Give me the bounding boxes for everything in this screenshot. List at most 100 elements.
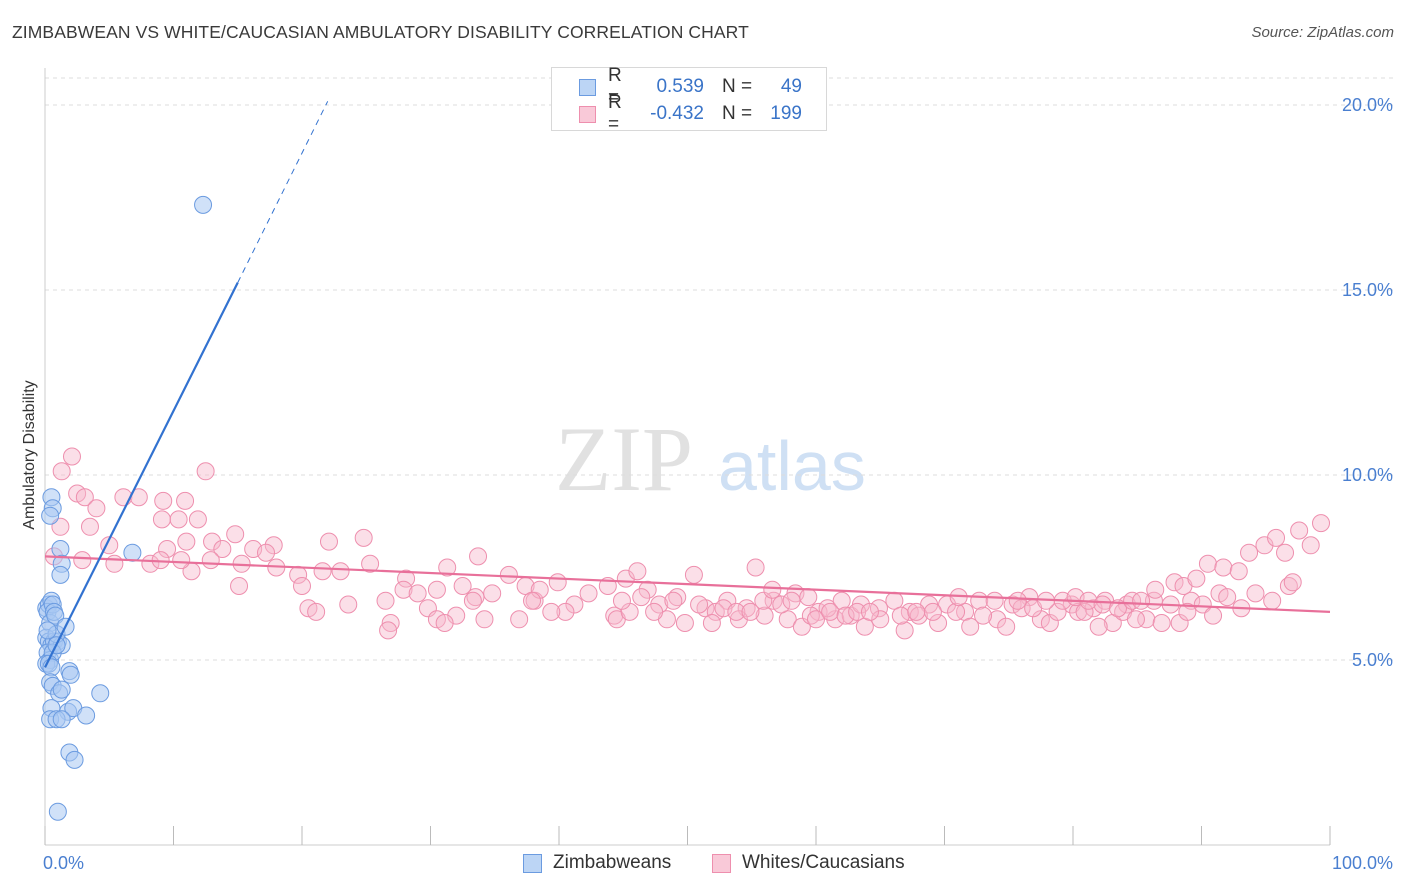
zimbabweans-point xyxy=(41,506,60,525)
whites-caucasians-point xyxy=(612,591,631,610)
whites-caucasians-point xyxy=(836,606,855,625)
whites-caucasians-point xyxy=(1267,528,1286,547)
whites-caucasians-point xyxy=(782,591,801,610)
legend-row-zimbabweans: R = 0.539 N = 49 xyxy=(552,65,802,108)
whites-caucasians-point xyxy=(1137,610,1156,629)
whites-caucasians-point xyxy=(1229,562,1248,581)
whites-legend-swatch xyxy=(712,853,731,873)
whites-caucasians-point xyxy=(985,591,1004,610)
legend-item-whites: Whites/Caucasians xyxy=(712,852,905,874)
x-tick-label-min: 0.0% xyxy=(43,853,84,873)
whites-caucasians-point xyxy=(188,510,207,529)
zimbabweans-trend-extension xyxy=(237,101,329,283)
whites-trend-line xyxy=(44,555,1331,613)
whites-caucasians-point xyxy=(264,536,283,555)
whites-caucasians-point xyxy=(257,543,276,562)
whites-caucasians-point xyxy=(1301,536,1320,555)
whites-caucasians-point xyxy=(1246,584,1265,603)
whites-caucasians-point xyxy=(201,551,220,570)
whites-caucasians-point xyxy=(772,595,791,614)
whites-legend-label: Whites/Caucasians xyxy=(742,852,905,873)
whites-caucasians-point xyxy=(1075,602,1094,621)
whites-caucasians-point xyxy=(1126,610,1145,629)
trend-lines xyxy=(44,101,1331,668)
r-label: R = xyxy=(608,65,622,108)
y-tick-label: 10.0% xyxy=(1342,465,1393,485)
zimbabweans-points xyxy=(37,195,213,821)
whites-caucasians-point xyxy=(763,580,782,599)
zimbabweans-point xyxy=(77,706,96,725)
x-tick-labels: 0.0% 100.0% xyxy=(43,853,1393,873)
legend-row-whites: R = -0.432 N = 199 xyxy=(552,92,802,135)
watermark: ZIP atlas xyxy=(555,408,866,510)
whites-caucasians-point xyxy=(1152,614,1171,632)
whites-caucasians-point xyxy=(970,591,989,610)
whites-caucasians-point xyxy=(1263,591,1282,610)
whites-caucasians-point xyxy=(80,517,99,536)
whites-caucasians-point xyxy=(1165,573,1184,592)
whites-caucasians-point xyxy=(453,577,472,595)
zimbabweans-point xyxy=(51,565,70,584)
whites-caucasians-point xyxy=(510,610,529,629)
zimbabweans-point xyxy=(48,802,67,821)
whites-caucasians-point xyxy=(307,602,326,621)
watermark-atlas: atlas xyxy=(718,427,866,505)
r-value: 0.539 xyxy=(656,76,704,97)
whites-caucasians-point xyxy=(638,580,657,599)
zimbabweans-trend-line xyxy=(44,282,239,668)
y-tick-label: 15.0% xyxy=(1342,280,1393,300)
whites-caucasians-point xyxy=(438,558,457,577)
whites-caucasians-point xyxy=(900,602,919,621)
whites-caucasians-point xyxy=(176,491,195,510)
whites-swatch xyxy=(579,105,596,123)
whites-caucasians-point xyxy=(1093,595,1112,614)
whites-caucasians-point xyxy=(226,525,245,544)
whites-caucasians-point xyxy=(73,551,92,570)
whites-caucasians-point xyxy=(727,602,746,621)
zimbabweans-legend-label: Zimbabweans xyxy=(553,852,672,873)
whites-caucasians-point xyxy=(1240,543,1259,562)
whites-caucasians-point xyxy=(463,591,482,610)
whites-caucasians-point xyxy=(394,580,413,599)
whites-caucasians-point xyxy=(746,558,765,577)
whites-caucasians-point xyxy=(860,602,879,621)
zimbabweans-point xyxy=(194,195,213,214)
chart-title: ZIMBABWEAN VS WHITE/CAUCASIAN AMBULATORY… xyxy=(12,22,749,42)
whites-caucasians-point xyxy=(230,577,249,595)
whites-caucasians-point xyxy=(1198,554,1217,573)
whites-caucasians-point xyxy=(376,591,395,610)
whites-caucasians-point xyxy=(154,491,173,510)
zimbabweans-point xyxy=(46,606,65,625)
whites-caucasians-point xyxy=(947,602,966,621)
whites-caucasians-point xyxy=(702,614,721,632)
whites-caucasians-point xyxy=(664,591,683,610)
zimbabweans-point xyxy=(61,665,80,684)
zimbabweans-swatch xyxy=(579,78,596,96)
whites-caucasians-point xyxy=(616,569,635,588)
whites-caucasians-point xyxy=(381,614,400,632)
whites-caucasians-point xyxy=(483,584,502,603)
whites-caucasians-point xyxy=(821,602,840,621)
whites-caucasians-point xyxy=(331,562,350,581)
whites-caucasians-point xyxy=(152,510,171,529)
whites-caucasians-point xyxy=(690,595,709,614)
whites-caucasians-point xyxy=(579,584,598,603)
whites-caucasians-point xyxy=(1276,543,1295,562)
whites-caucasians-point xyxy=(177,532,196,551)
whites-caucasians-point xyxy=(1193,595,1212,614)
whites-caucasians-point xyxy=(361,554,380,573)
whites-caucasians-points xyxy=(44,447,1331,640)
whites-caucasians-point xyxy=(565,595,584,614)
whites-caucasians-point xyxy=(1008,591,1027,610)
whites-caucasians-point xyxy=(435,614,454,632)
whites-caucasians-point xyxy=(907,602,926,621)
whites-caucasians-point xyxy=(891,606,910,625)
whites-caucasians-point xyxy=(923,602,942,621)
zimbabweans-point xyxy=(52,710,71,729)
n-value: 49 xyxy=(780,76,802,97)
whites-caucasians-point xyxy=(632,588,651,607)
whites-caucasians-point xyxy=(1003,595,1022,614)
whites-caucasians-point xyxy=(548,573,567,592)
whites-caucasians-point xyxy=(1069,602,1088,621)
